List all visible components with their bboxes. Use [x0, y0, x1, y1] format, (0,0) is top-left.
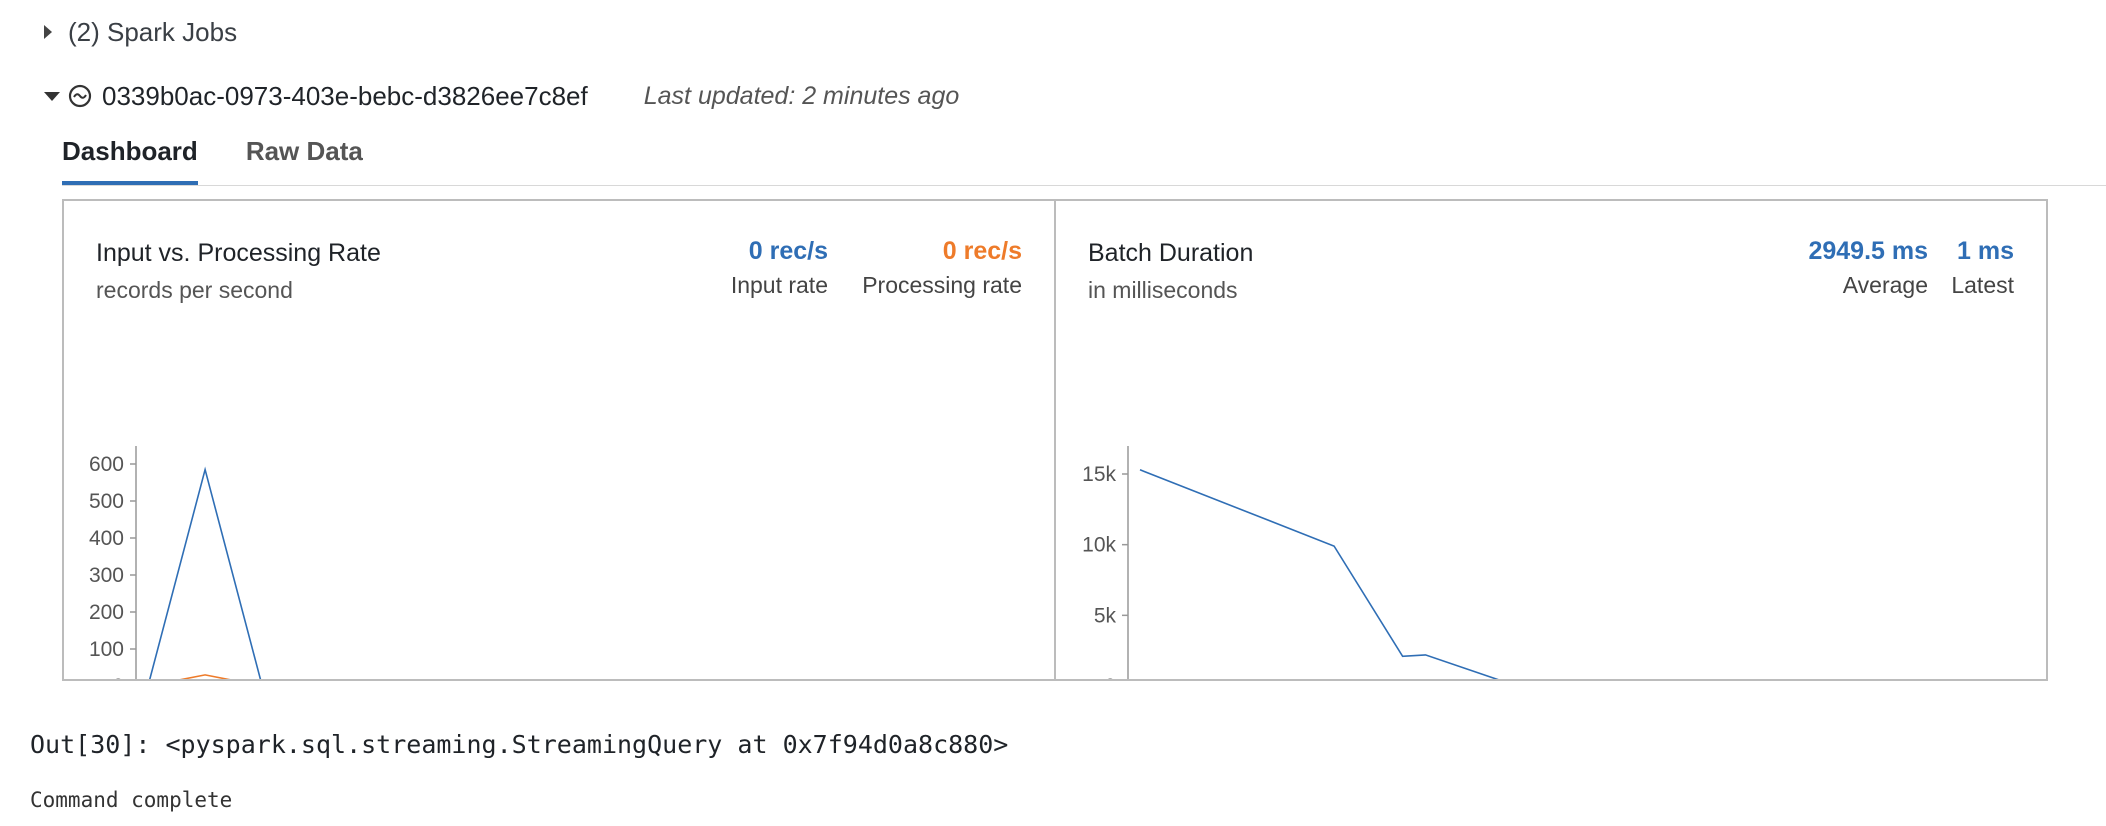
- processing-rate-label: Processing rate: [862, 272, 1022, 298]
- processing-rate-value: 0 rec/s: [942, 237, 1022, 265]
- tab-dashboard[interactable]: Dashboard: [62, 136, 198, 186]
- y-tick-label: 15k: [1082, 463, 1116, 486]
- y-tick-label: 400: [89, 527, 124, 550]
- query-tabs: Dashboard Raw Data: [62, 136, 363, 186]
- average-duration-label: Average: [1842, 272, 1928, 298]
- rate-chart-title: Input vs. Processing Rate: [96, 239, 381, 267]
- processing-rate-stat: 0 rec/s Processing rate: [862, 237, 1022, 299]
- series-line-1: [179, 674, 231, 679]
- y-tick-label: 600: [89, 453, 124, 476]
- y-tick-label: 0: [1104, 675, 1116, 679]
- rate-chart: 010020030040050060004:1704:1704:1704:180…: [89, 446, 262, 679]
- cell-output: Out[30]: <pyspark.sql.streaming.Streamin…: [30, 730, 1009, 759]
- latest-duration-label: Latest: [1951, 272, 2014, 298]
- chevron-right-icon: [44, 25, 52, 39]
- rate-chart-subtitle: records per second: [96, 277, 293, 303]
- latest-duration-stat: 1 ms Latest: [1951, 237, 2014, 299]
- plot-area: 010020030040050060004:1704:1704:1704:180…: [89, 446, 262, 679]
- duration-chart: 05k10k15k04:1704:1704:1704:1804:1804:1De…: [1082, 446, 1499, 679]
- y-tick-label: 0: [112, 675, 124, 679]
- last-updated-text: Last updated: 2 minutes ago: [643, 81, 960, 110]
- average-duration-stat: 2949.5 ms Average: [1808, 237, 1928, 299]
- input-processing-rate-panel: Input vs. Processing Rate records per se…: [62, 199, 1056, 681]
- series-line-0: [149, 466, 262, 679]
- y-tick-label: 10k: [1082, 534, 1116, 557]
- input-rate-label: Input rate: [730, 272, 828, 298]
- streaming-status-icon: [68, 84, 92, 108]
- plot-area: 05k10k15k04:1704:1704:1704:1804:1804:1De…: [1082, 446, 1499, 679]
- y-tick-label: 500: [89, 490, 124, 513]
- latest-duration-value: 1 ms: [1957, 237, 2014, 265]
- duration-chart-subtitle: in milliseconds: [1088, 277, 1238, 303]
- y-tick-label: 5k: [1094, 604, 1117, 627]
- input-rate-stat: 0 rec/s Input rate: [731, 237, 828, 299]
- spark-jobs-label: (2) Spark Jobs: [68, 16, 238, 47]
- y-tick-label: 100: [89, 638, 124, 661]
- spark-jobs-toggle[interactable]: (2) Spark Jobs: [44, 14, 237, 50]
- series-line-0: [1139, 469, 1499, 679]
- command-status: Command complete: [30, 788, 233, 812]
- average-duration-value: 2949.5 ms: [1808, 237, 1928, 265]
- query-id: 0339b0ac-0973-403e-bebc-d3826ee7c8ef: [102, 80, 588, 111]
- tabs-divider: [62, 185, 2106, 186]
- tab-raw-data[interactable]: Raw Data: [245, 136, 363, 166]
- duration-chart-title: Batch Duration: [1088, 239, 1254, 267]
- input-rate-value: 0 rec/s: [748, 237, 828, 265]
- y-tick-label: 300: [89, 564, 124, 587]
- batch-duration-panel: Batch Duration in milliseconds 2949.5 ms…: [1054, 199, 2048, 681]
- chevron-down-icon[interactable]: [44, 91, 60, 101]
- streaming-query-header: 0339b0ac-0973-403e-bebc-d3826ee7c8ef Las…: [44, 78, 959, 114]
- y-tick-label: 200: [89, 601, 124, 624]
